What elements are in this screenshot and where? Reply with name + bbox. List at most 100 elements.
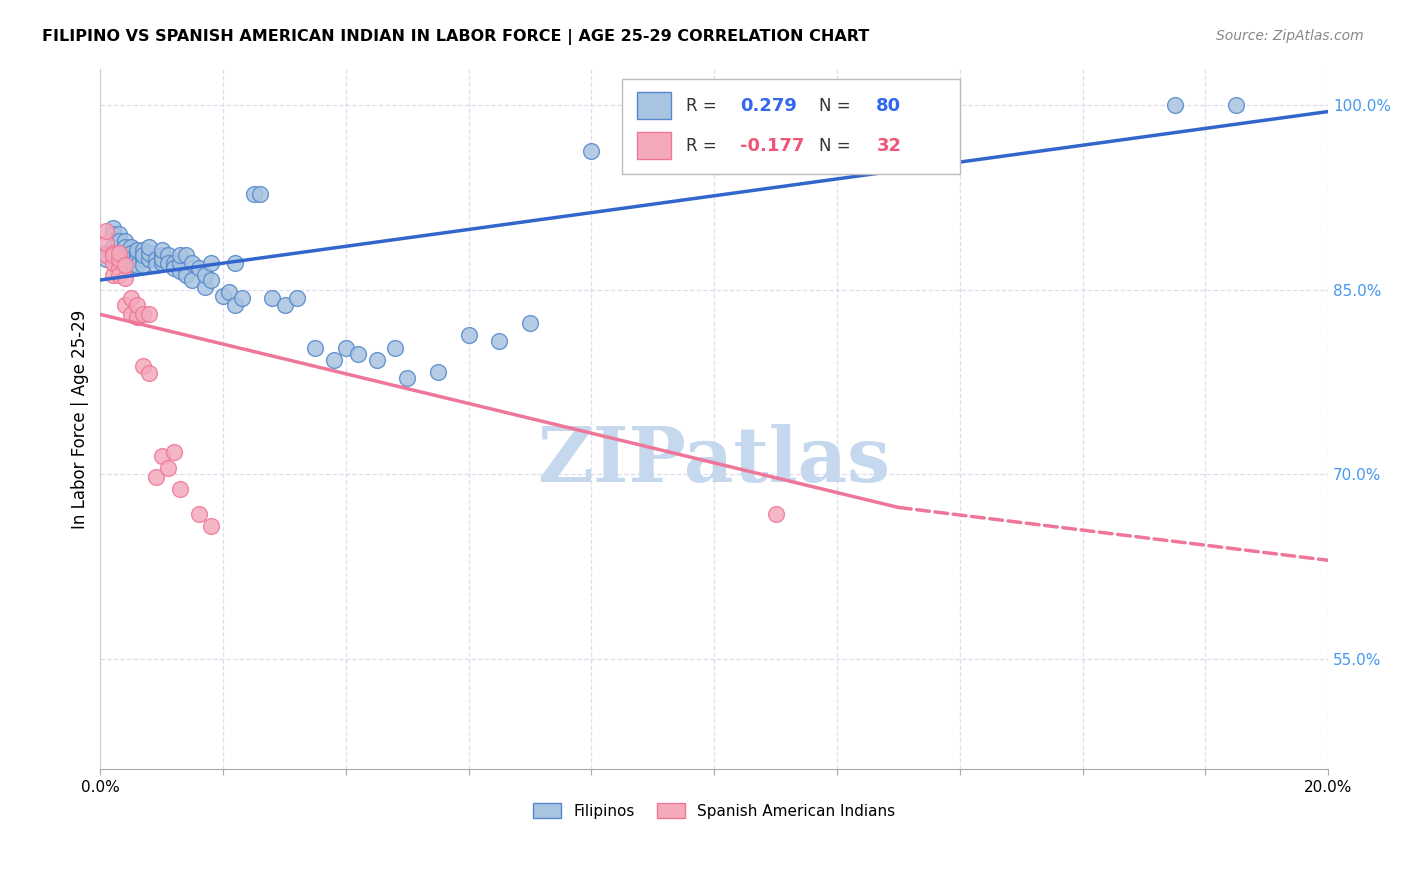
Point bbox=[132, 248, 155, 262]
Point bbox=[249, 186, 271, 201]
Point bbox=[145, 258, 167, 272]
Point bbox=[156, 461, 179, 475]
Point bbox=[347, 347, 370, 361]
Legend: Filipinos, Spanish American Indians: Filipinos, Spanish American Indians bbox=[527, 797, 901, 825]
Text: 0.279: 0.279 bbox=[740, 96, 797, 115]
Point bbox=[156, 248, 179, 262]
Point bbox=[138, 307, 160, 321]
Point bbox=[138, 240, 160, 254]
Point bbox=[1163, 98, 1185, 112]
Point bbox=[132, 252, 155, 266]
Point bbox=[231, 292, 253, 306]
Text: -0.177: -0.177 bbox=[740, 136, 804, 154]
Point bbox=[127, 246, 149, 260]
Point bbox=[200, 519, 222, 533]
Point bbox=[114, 246, 136, 260]
Point bbox=[96, 246, 118, 260]
Point bbox=[765, 507, 787, 521]
Point bbox=[366, 352, 388, 367]
Point bbox=[101, 248, 124, 262]
Point bbox=[120, 307, 142, 321]
Point bbox=[107, 268, 129, 282]
Point bbox=[107, 246, 129, 260]
Point bbox=[145, 252, 167, 266]
Point bbox=[176, 248, 198, 262]
Point bbox=[132, 258, 155, 272]
Point bbox=[101, 221, 124, 235]
Point bbox=[181, 273, 204, 287]
Point bbox=[150, 256, 173, 270]
Point bbox=[169, 482, 191, 496]
Point bbox=[96, 252, 118, 266]
Point bbox=[156, 256, 179, 270]
Point bbox=[273, 297, 295, 311]
Point bbox=[163, 445, 186, 459]
Point bbox=[127, 252, 149, 266]
Point bbox=[114, 258, 136, 272]
Point bbox=[1225, 98, 1247, 112]
Point bbox=[120, 252, 142, 266]
Point bbox=[396, 371, 419, 385]
Point bbox=[107, 260, 129, 275]
Bar bbox=[637, 93, 671, 119]
Point bbox=[200, 273, 222, 287]
Point bbox=[194, 280, 217, 294]
Point bbox=[120, 252, 142, 266]
Point bbox=[187, 260, 209, 275]
Point bbox=[384, 341, 406, 355]
Point bbox=[150, 244, 173, 258]
Point bbox=[150, 252, 173, 266]
Text: N =: N = bbox=[818, 136, 855, 154]
Point bbox=[96, 248, 118, 262]
Point bbox=[163, 260, 186, 275]
Point bbox=[176, 268, 198, 282]
Point bbox=[120, 246, 142, 260]
Point bbox=[322, 352, 344, 367]
Point bbox=[163, 256, 186, 270]
Text: 32: 32 bbox=[876, 136, 901, 154]
Text: ZIPatlas: ZIPatlas bbox=[537, 424, 891, 498]
Point bbox=[101, 227, 124, 242]
Point bbox=[120, 240, 142, 254]
Point bbox=[169, 264, 191, 278]
Point bbox=[127, 258, 149, 272]
Point bbox=[101, 246, 124, 260]
Point bbox=[114, 252, 136, 266]
Point bbox=[127, 310, 149, 324]
Point bbox=[150, 449, 173, 463]
Point bbox=[304, 341, 326, 355]
Point bbox=[114, 234, 136, 248]
Text: Source: ZipAtlas.com: Source: ZipAtlas.com bbox=[1216, 29, 1364, 43]
Point bbox=[335, 341, 357, 355]
Point bbox=[224, 297, 246, 311]
Point bbox=[107, 252, 129, 266]
Point bbox=[138, 246, 160, 260]
Point bbox=[427, 365, 450, 379]
Point bbox=[120, 292, 142, 306]
Point bbox=[243, 186, 266, 201]
Point bbox=[169, 256, 191, 270]
Text: FILIPINO VS SPANISH AMERICAN INDIAN IN LABOR FORCE | AGE 25-29 CORRELATION CHART: FILIPINO VS SPANISH AMERICAN INDIAN IN L… bbox=[42, 29, 869, 45]
Point bbox=[107, 227, 129, 242]
Point bbox=[101, 256, 124, 270]
Point bbox=[132, 307, 155, 321]
Point bbox=[519, 316, 541, 330]
Point bbox=[127, 248, 149, 262]
Text: 80: 80 bbox=[876, 96, 901, 115]
Point bbox=[457, 328, 479, 343]
Point bbox=[132, 248, 155, 262]
Point bbox=[132, 244, 155, 258]
Point bbox=[218, 285, 240, 300]
Point bbox=[114, 252, 136, 266]
Point bbox=[107, 252, 129, 266]
FancyBboxPatch shape bbox=[623, 79, 960, 174]
Point bbox=[187, 507, 209, 521]
Point bbox=[200, 256, 222, 270]
Point bbox=[132, 359, 155, 373]
Point bbox=[127, 297, 149, 311]
Point bbox=[224, 256, 246, 270]
Point bbox=[212, 289, 235, 303]
Text: R =: R = bbox=[686, 96, 723, 115]
Y-axis label: In Labor Force | Age 25-29: In Labor Force | Age 25-29 bbox=[72, 310, 89, 529]
Point bbox=[138, 252, 160, 266]
